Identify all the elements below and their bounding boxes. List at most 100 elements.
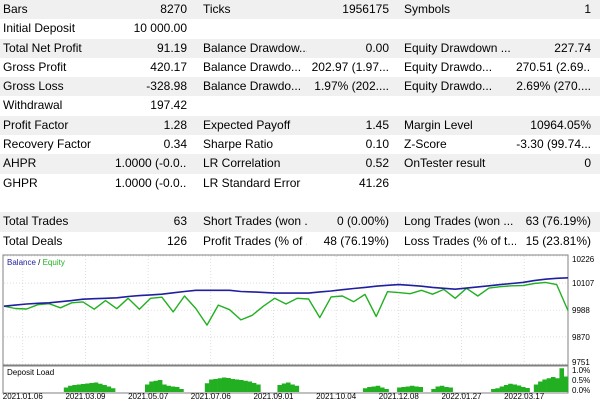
stat-value: 270.51 (2.69... <box>516 59 591 74</box>
stats-row: Gross Profit 420.17 Balance Drawdo... 202.9… <box>0 58 600 77</box>
load-bar <box>380 387 385 392</box>
load-bar <box>533 384 539 392</box>
stats-row: AHPR 1.0000 (-0.0... LR Correlation 0.52 OnT… <box>0 154 600 174</box>
main-plot-frame <box>2 254 569 366</box>
deposit-load-chart: Deposit Load 1.0%0.5%0.0% <box>2 365 590 395</box>
legend-equity: Equity <box>43 258 65 267</box>
load-bar <box>448 387 453 392</box>
stat-value: 1 <box>584 2 591 16</box>
load-bar <box>170 386 176 392</box>
load-bar <box>209 379 214 392</box>
stat-label: LR Correlation <box>203 156 281 171</box>
stat-value <box>115 193 187 212</box>
stat-label: Margin Level <box>404 117 473 132</box>
stat-label: Balance Drawdo... <box>203 59 302 74</box>
load-bar <box>76 384 82 392</box>
stat-value: 48 (76.19%) <box>323 233 389 248</box>
legend-separator: / <box>36 258 43 267</box>
stat-label: Gross Profit <box>3 59 67 74</box>
x-axis: 2021.01.06 2021.03.09 2021.05.07 2021.07.06… <box>3 392 545 400</box>
stats-row: Total Trades 63 Short Trades (won ... 0 (0.… <box>0 212 600 232</box>
x-tick-label: 2022.01.27 <box>441 392 482 400</box>
load-bar <box>555 378 560 392</box>
stat-value: 227.74 <box>554 40 591 55</box>
stat-value: 15 (23.81%) <box>525 233 591 248</box>
load-bar <box>80 384 86 392</box>
legend-balance: Balance <box>7 258 36 267</box>
equity-line <box>3 281 569 326</box>
stat-label: Recovery Factor <box>3 137 92 152</box>
x-tick-label: 2021.09.01 <box>253 392 294 400</box>
stat-label: Total Trades <box>3 214 69 229</box>
stat-label: Short Trades (won ... <box>203 214 307 229</box>
x-tick-label: 2021.03.09 <box>65 392 106 400</box>
statistics-table: Bars 8270 Ticks 1956175 Symbols 1 Initial Depo… <box>0 0 600 248</box>
stats-row: Withdrawal 197.42 <box>0 96 600 115</box>
load-bar <box>542 379 547 392</box>
balance-line <box>3 277 569 307</box>
load-bar <box>550 377 556 392</box>
stat-value <box>516 19 591 38</box>
load-bar <box>362 388 368 392</box>
stats-row: Bars 8270 Ticks 1956175 Symbols 1 <box>0 0 600 20</box>
load-bar <box>153 380 159 392</box>
stat-value: 0.34 <box>163 137 187 152</box>
load-bar <box>444 387 449 392</box>
load-bar <box>230 379 236 392</box>
stat-value: 1.28 <box>163 117 187 132</box>
load-bar <box>162 384 167 392</box>
load-bar <box>110 388 116 392</box>
y-tick-label: 9870 <box>572 333 590 342</box>
stat-value: 0.10 <box>365 137 389 152</box>
load-bar <box>102 385 107 392</box>
stat-value: 1.97% (202.... <box>314 79 389 94</box>
stat-label: Total Net Profit <box>3 40 82 55</box>
load-bars <box>63 368 569 392</box>
stat-label: Loss Trades (% of t... <box>404 233 516 248</box>
load-bar <box>538 381 543 392</box>
stat-value: 63 <box>173 214 187 229</box>
stat-label: Equity Drawdo... <box>404 59 493 74</box>
load-bar <box>281 383 287 392</box>
stat-value: 91.19 <box>156 40 187 55</box>
stat-label: LR Standard Error <box>203 175 301 190</box>
stat-value: 0 (0.00%) <box>336 214 389 229</box>
stat-label <box>404 193 516 212</box>
load-bar <box>401 387 406 392</box>
stat-value <box>516 174 591 193</box>
stat-value: 1956175 <box>342 2 389 16</box>
load-bar <box>491 389 496 392</box>
load-bar <box>234 379 240 392</box>
load-bar <box>286 382 291 392</box>
y-tick-label: 10226 <box>572 255 595 264</box>
stat-value: 10964.05% <box>530 117 591 132</box>
load-bar <box>68 385 73 392</box>
load-bar <box>375 385 381 392</box>
stat-value <box>307 193 389 212</box>
stat-value: 420.17 <box>150 59 187 74</box>
load-bar <box>512 384 518 392</box>
stat-label: Equity Drawdown ... <box>404 40 511 55</box>
load-bar <box>277 385 283 392</box>
stat-value: 202.97 (1.97... <box>311 59 389 74</box>
load-bar <box>521 387 526 392</box>
load-bar <box>405 386 411 392</box>
load-bar <box>213 379 218 392</box>
stats-row <box>0 193 600 212</box>
stat-value: 10 000.00 <box>133 21 187 36</box>
load-bar <box>414 386 419 392</box>
load-bar <box>294 385 300 392</box>
stat-value: 197.42 <box>150 98 187 113</box>
x-tick-label: 2021.12.08 <box>379 392 420 400</box>
series-group <box>3 277 569 326</box>
load-bar <box>145 384 150 392</box>
load-bar <box>409 385 415 392</box>
stats-row: Recovery Factor 0.34 Sharpe Ratio 0.10 Z-Sco… <box>0 135 600 154</box>
stat-label: Bars <box>3 2 28 16</box>
load-y-tick-label: 0.5% <box>572 376 590 385</box>
stat-label: Equity Drawdo... <box>404 79 493 94</box>
stats-row: GHPR 1.0000 (-0.0... LR Standard Error 41.2… <box>0 174 600 193</box>
stat-value: 1.45 <box>365 117 389 132</box>
load-bar <box>221 377 227 392</box>
load-bar <box>204 383 210 392</box>
